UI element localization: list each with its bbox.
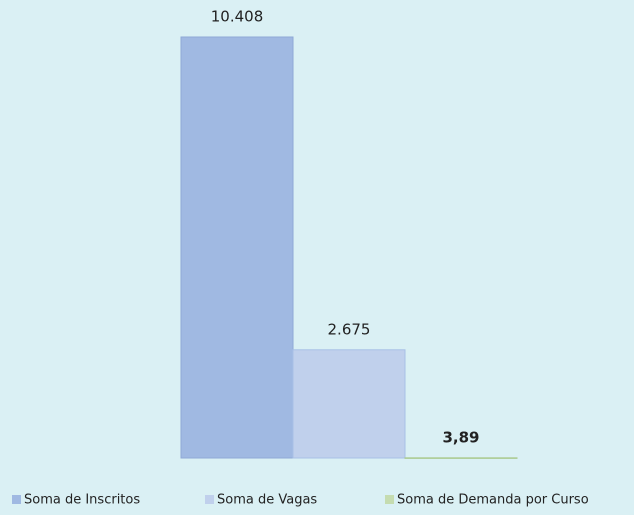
- bar: [404, 457, 518, 459]
- bar: [292, 349, 406, 459]
- legend-swatch: [12, 495, 21, 504]
- legend-label: Soma de Vagas: [217, 493, 317, 508]
- legend-swatch: [385, 495, 394, 504]
- data-label: 2.675: [328, 320, 371, 338]
- bar: [180, 36, 294, 459]
- legend-label: Soma de Demanda por Curso: [397, 493, 589, 508]
- legend-swatch: [205, 495, 214, 504]
- data-label: 3,89: [442, 428, 479, 446]
- legend-label: Soma de Inscritos: [24, 493, 140, 508]
- data-label: 10.408: [211, 8, 264, 26]
